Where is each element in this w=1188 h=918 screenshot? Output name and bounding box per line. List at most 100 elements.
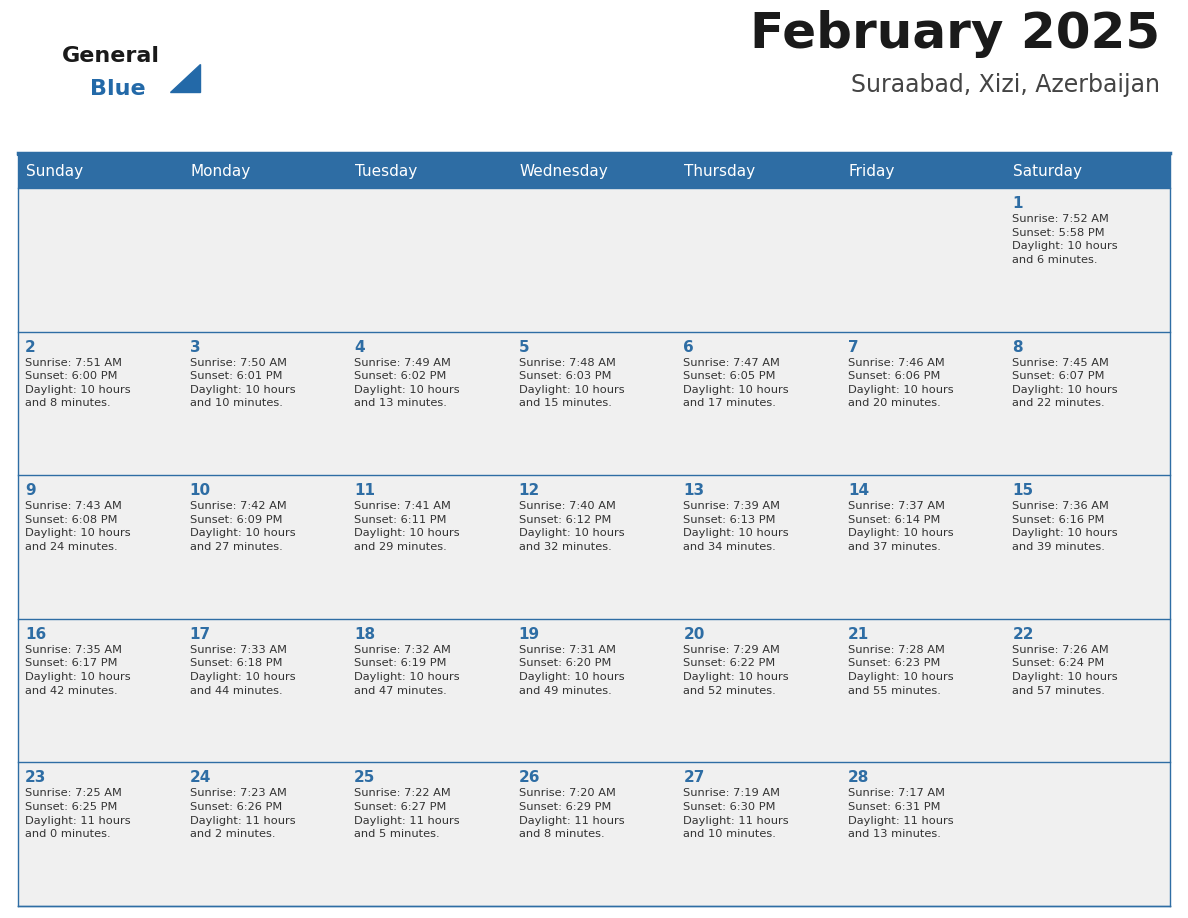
Bar — [512, 188, 676, 331]
Text: Thursday: Thursday — [684, 164, 756, 179]
Bar — [676, 188, 841, 331]
Text: Sunrise: 7:41 AM
Sunset: 6:11 PM
Daylight: 10 hours
and 29 minutes.: Sunrise: 7:41 AM Sunset: 6:11 PM Dayligh… — [354, 501, 460, 552]
Bar — [347, 476, 512, 619]
Text: 10: 10 — [190, 483, 210, 498]
Bar — [18, 763, 183, 906]
Text: Sunrise: 7:47 AM
Sunset: 6:05 PM
Daylight: 10 hours
and 17 minutes.: Sunrise: 7:47 AM Sunset: 6:05 PM Dayligh… — [683, 358, 789, 409]
Bar — [841, 476, 1005, 619]
Text: Wednesday: Wednesday — [519, 164, 608, 179]
Text: 1: 1 — [1012, 196, 1023, 211]
Text: Sunrise: 7:32 AM
Sunset: 6:19 PM
Daylight: 10 hours
and 47 minutes.: Sunrise: 7:32 AM Sunset: 6:19 PM Dayligh… — [354, 644, 460, 696]
Bar — [183, 331, 347, 476]
Text: 26: 26 — [519, 770, 541, 786]
Text: Sunrise: 7:43 AM
Sunset: 6:08 PM
Daylight: 10 hours
and 24 minutes.: Sunrise: 7:43 AM Sunset: 6:08 PM Dayligh… — [25, 501, 131, 552]
Bar — [512, 476, 676, 619]
Text: Tuesday: Tuesday — [355, 164, 417, 179]
Text: Sunrise: 7:23 AM
Sunset: 6:26 PM
Daylight: 11 hours
and 2 minutes.: Sunrise: 7:23 AM Sunset: 6:26 PM Dayligh… — [190, 789, 295, 839]
Bar — [676, 619, 841, 763]
Text: 3: 3 — [190, 340, 201, 354]
Text: Suraabad, Xizi, Azerbaijan: Suraabad, Xizi, Azerbaijan — [851, 73, 1159, 97]
Text: Sunrise: 7:50 AM
Sunset: 6:01 PM
Daylight: 10 hours
and 10 minutes.: Sunrise: 7:50 AM Sunset: 6:01 PM Dayligh… — [190, 358, 295, 409]
Bar — [183, 476, 347, 619]
Text: 7: 7 — [848, 340, 859, 354]
Bar — [18, 331, 183, 476]
Bar — [841, 619, 1005, 763]
Text: 2: 2 — [25, 340, 36, 354]
Bar — [183, 763, 347, 906]
Text: Sunrise: 7:39 AM
Sunset: 6:13 PM
Daylight: 10 hours
and 34 minutes.: Sunrise: 7:39 AM Sunset: 6:13 PM Dayligh… — [683, 501, 789, 552]
Text: Sunrise: 7:51 AM
Sunset: 6:00 PM
Daylight: 10 hours
and 8 minutes.: Sunrise: 7:51 AM Sunset: 6:00 PM Dayligh… — [25, 358, 131, 409]
Text: 24: 24 — [190, 770, 211, 786]
Text: Monday: Monday — [190, 164, 251, 179]
Bar — [676, 763, 841, 906]
Text: 23: 23 — [25, 770, 46, 786]
Bar — [347, 619, 512, 763]
Text: 25: 25 — [354, 770, 375, 786]
Text: Sunrise: 7:36 AM
Sunset: 6:16 PM
Daylight: 10 hours
and 39 minutes.: Sunrise: 7:36 AM Sunset: 6:16 PM Dayligh… — [1012, 501, 1118, 552]
Bar — [841, 188, 1005, 331]
Text: 6: 6 — [683, 340, 694, 354]
Text: Sunrise: 7:42 AM
Sunset: 6:09 PM
Daylight: 10 hours
and 27 minutes.: Sunrise: 7:42 AM Sunset: 6:09 PM Dayligh… — [190, 501, 295, 552]
Text: Sunrise: 7:40 AM
Sunset: 6:12 PM
Daylight: 10 hours
and 32 minutes.: Sunrise: 7:40 AM Sunset: 6:12 PM Dayligh… — [519, 501, 625, 552]
Bar — [183, 619, 347, 763]
Text: Sunrise: 7:20 AM
Sunset: 6:29 PM
Daylight: 11 hours
and 8 minutes.: Sunrise: 7:20 AM Sunset: 6:29 PM Dayligh… — [519, 789, 625, 839]
Bar — [1005, 331, 1170, 476]
Text: 14: 14 — [848, 483, 868, 498]
Bar — [676, 331, 841, 476]
Bar — [1005, 619, 1170, 763]
Text: Sunrise: 7:49 AM
Sunset: 6:02 PM
Daylight: 10 hours
and 13 minutes.: Sunrise: 7:49 AM Sunset: 6:02 PM Dayligh… — [354, 358, 460, 409]
Text: Friday: Friday — [849, 164, 896, 179]
Text: Sunrise: 7:25 AM
Sunset: 6:25 PM
Daylight: 11 hours
and 0 minutes.: Sunrise: 7:25 AM Sunset: 6:25 PM Dayligh… — [25, 789, 131, 839]
Text: 15: 15 — [1012, 483, 1034, 498]
Bar — [18, 476, 183, 619]
Text: General: General — [62, 46, 160, 66]
Text: 20: 20 — [683, 627, 704, 642]
Text: Sunrise: 7:37 AM
Sunset: 6:14 PM
Daylight: 10 hours
and 37 minutes.: Sunrise: 7:37 AM Sunset: 6:14 PM Dayligh… — [848, 501, 954, 552]
Bar — [347, 188, 512, 331]
Text: 27: 27 — [683, 770, 704, 786]
Text: Sunday: Sunday — [26, 164, 83, 179]
Text: 12: 12 — [519, 483, 541, 498]
Text: Sunrise: 7:52 AM
Sunset: 5:58 PM
Daylight: 10 hours
and 6 minutes.: Sunrise: 7:52 AM Sunset: 5:58 PM Dayligh… — [1012, 214, 1118, 264]
Bar — [841, 331, 1005, 476]
Text: 9: 9 — [25, 483, 36, 498]
Bar — [676, 476, 841, 619]
Text: 11: 11 — [354, 483, 375, 498]
Bar — [512, 619, 676, 763]
Text: Sunrise: 7:31 AM
Sunset: 6:20 PM
Daylight: 10 hours
and 49 minutes.: Sunrise: 7:31 AM Sunset: 6:20 PM Dayligh… — [519, 644, 625, 696]
Text: Sunrise: 7:17 AM
Sunset: 6:31 PM
Daylight: 11 hours
and 13 minutes.: Sunrise: 7:17 AM Sunset: 6:31 PM Dayligh… — [848, 789, 954, 839]
Text: 17: 17 — [190, 627, 210, 642]
Text: 18: 18 — [354, 627, 375, 642]
Text: Sunrise: 7:48 AM
Sunset: 6:03 PM
Daylight: 10 hours
and 15 minutes.: Sunrise: 7:48 AM Sunset: 6:03 PM Dayligh… — [519, 358, 625, 409]
Text: Sunrise: 7:33 AM
Sunset: 6:18 PM
Daylight: 10 hours
and 44 minutes.: Sunrise: 7:33 AM Sunset: 6:18 PM Dayligh… — [190, 644, 295, 696]
Text: 4: 4 — [354, 340, 365, 354]
Text: 16: 16 — [25, 627, 46, 642]
Text: 13: 13 — [683, 483, 704, 498]
Text: Sunrise: 7:35 AM
Sunset: 6:17 PM
Daylight: 10 hours
and 42 minutes.: Sunrise: 7:35 AM Sunset: 6:17 PM Dayligh… — [25, 644, 131, 696]
Text: Sunrise: 7:29 AM
Sunset: 6:22 PM
Daylight: 10 hours
and 52 minutes.: Sunrise: 7:29 AM Sunset: 6:22 PM Dayligh… — [683, 644, 789, 696]
Bar — [1005, 476, 1170, 619]
Bar — [18, 188, 183, 331]
Bar — [18, 619, 183, 763]
Bar — [347, 763, 512, 906]
Text: 8: 8 — [1012, 340, 1023, 354]
Bar — [183, 188, 347, 331]
Text: Sunrise: 7:22 AM
Sunset: 6:27 PM
Daylight: 11 hours
and 5 minutes.: Sunrise: 7:22 AM Sunset: 6:27 PM Dayligh… — [354, 789, 460, 839]
Text: Sunrise: 7:45 AM
Sunset: 6:07 PM
Daylight: 10 hours
and 22 minutes.: Sunrise: 7:45 AM Sunset: 6:07 PM Dayligh… — [1012, 358, 1118, 409]
Text: 19: 19 — [519, 627, 539, 642]
Bar — [347, 331, 512, 476]
Text: Saturday: Saturday — [1013, 164, 1082, 179]
Text: 5: 5 — [519, 340, 530, 354]
Bar — [1005, 188, 1170, 331]
Bar — [512, 331, 676, 476]
Polygon shape — [170, 64, 200, 92]
Text: Sunrise: 7:28 AM
Sunset: 6:23 PM
Daylight: 10 hours
and 55 minutes.: Sunrise: 7:28 AM Sunset: 6:23 PM Dayligh… — [848, 644, 954, 696]
Bar — [512, 763, 676, 906]
Text: Blue: Blue — [90, 79, 146, 99]
Bar — [18, 155, 1170, 188]
Bar — [841, 763, 1005, 906]
Text: 21: 21 — [848, 627, 870, 642]
Bar — [1005, 763, 1170, 906]
Text: February 2025: February 2025 — [750, 10, 1159, 58]
Text: 22: 22 — [1012, 627, 1034, 642]
